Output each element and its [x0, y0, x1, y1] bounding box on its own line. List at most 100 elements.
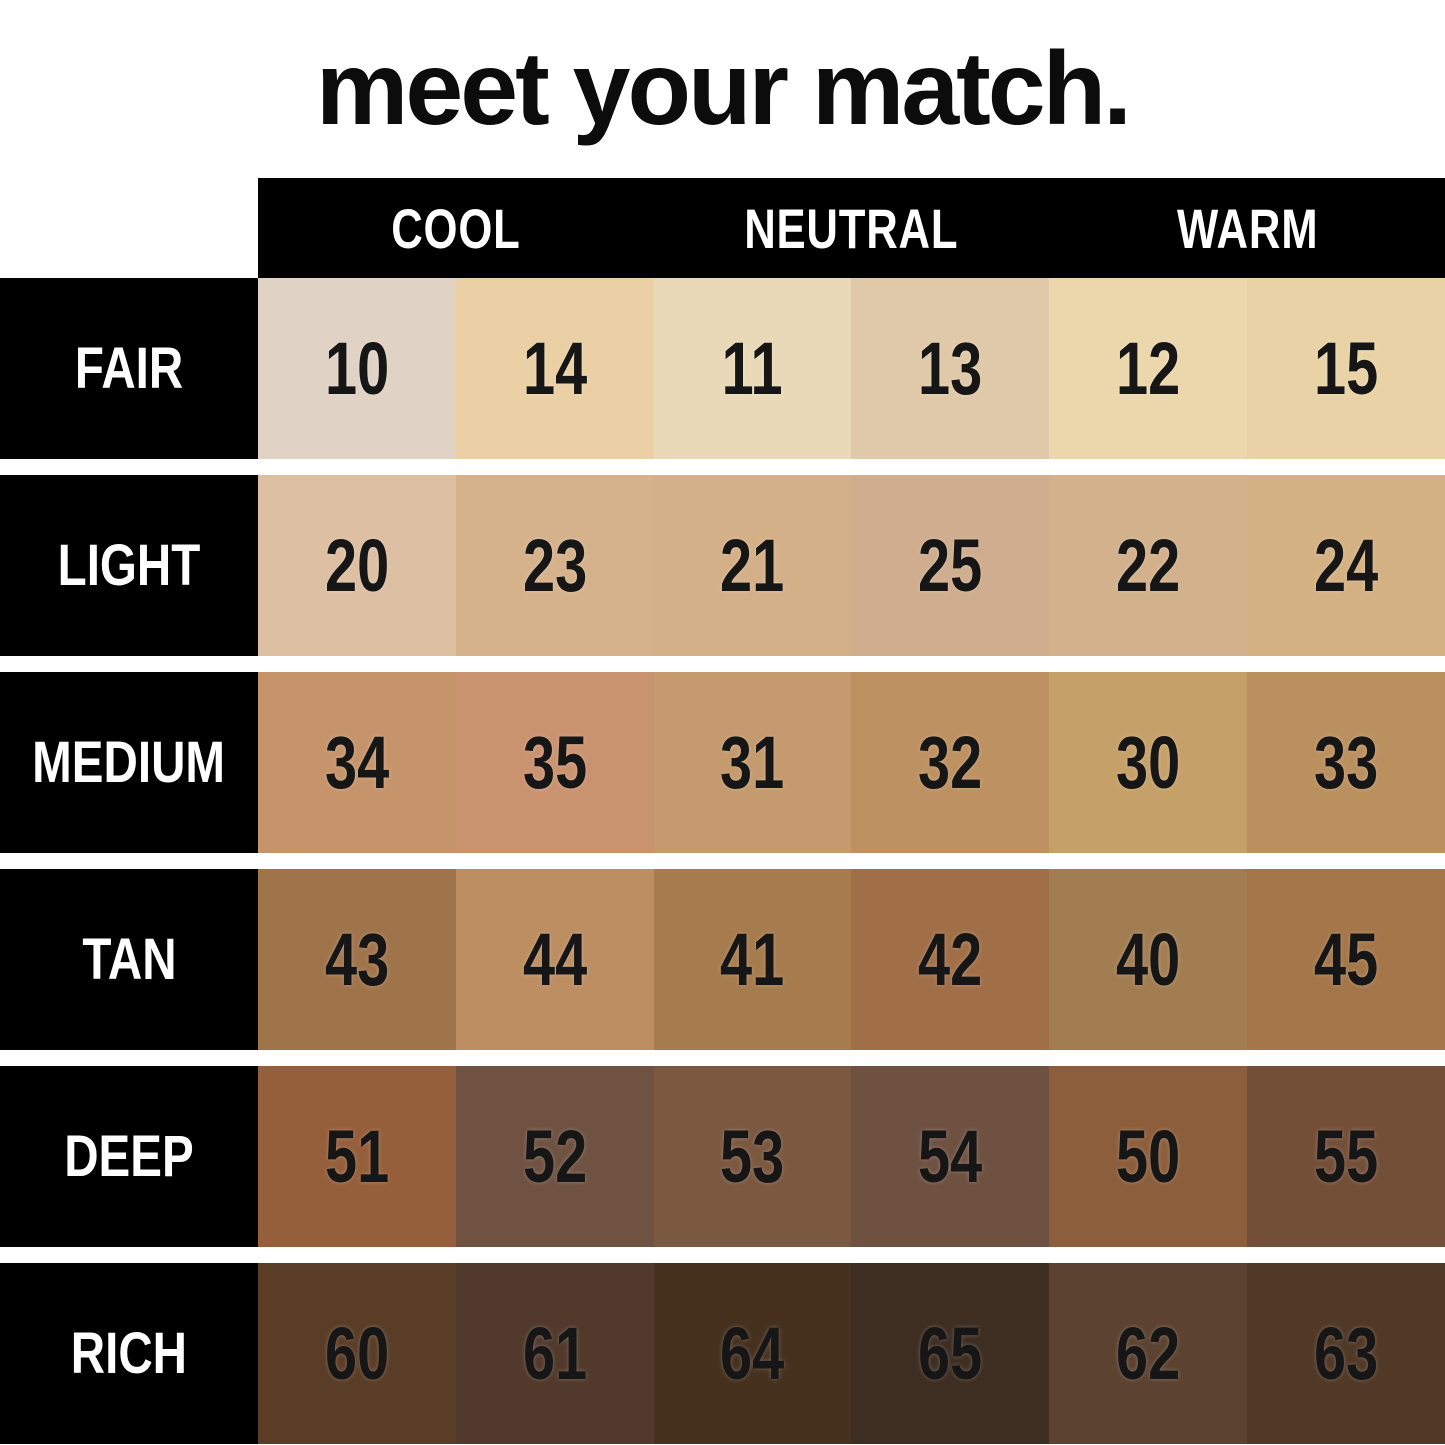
shade-swatch-62: 62 — [1049, 1263, 1248, 1444]
shade-swatch-31: 31 — [653, 672, 852, 853]
shade-swatch-63: 63 — [1247, 1263, 1445, 1444]
shade-number: 23 — [522, 524, 587, 607]
shade-number: 11 — [722, 327, 784, 410]
shade-number: 51 — [324, 1115, 390, 1198]
table-row: LIGHT 20 23 21 25 22 24 — [0, 475, 1445, 656]
shade-number: 32 — [918, 721, 983, 804]
shade-number: 20 — [324, 524, 390, 607]
shade-swatch-55: 55 — [1247, 1066, 1445, 1247]
shade-swatch-53: 53 — [653, 1066, 852, 1247]
temperature-header-bar: COOL NEUTRAL WARM — [258, 178, 1445, 278]
shade-swatch-54: 54 — [851, 1066, 1050, 1247]
shade-number: 53 — [720, 1115, 785, 1198]
row-label-text: LIGHT — [57, 533, 201, 598]
shade-swatch-41: 41 — [653, 869, 852, 1050]
shade-number: 60 — [324, 1312, 390, 1395]
shade-number: 41 — [720, 918, 785, 1001]
title-area: meet your match. — [0, 0, 1445, 178]
table-row: TAN 43 44 41 42 40 45 — [0, 869, 1445, 1050]
shade-swatch-22: 22 — [1049, 475, 1248, 656]
header-spacer — [0, 178, 258, 278]
row-label-light: LIGHT — [0, 475, 258, 656]
shade-number: 62 — [1116, 1312, 1181, 1395]
temperature-header-neutral: NEUTRAL — [654, 196, 1050, 261]
row-label-text: TAN — [81, 927, 177, 992]
shade-number: 42 — [918, 918, 983, 1001]
shade-number: 35 — [522, 721, 587, 804]
row-label-text: FAIR — [74, 336, 184, 401]
shade-number: 15 — [1313, 327, 1379, 410]
shade-number: 43 — [324, 918, 390, 1001]
shade-swatch-61: 61 — [455, 1263, 654, 1444]
row-label-fair: FAIR — [0, 278, 258, 459]
row-label-deep: DEEP — [0, 1066, 258, 1247]
shade-swatch-32: 32 — [851, 672, 1050, 853]
shade-number: 25 — [918, 524, 983, 607]
shade-number: 40 — [1116, 918, 1181, 1001]
row-label-rich: RICH — [0, 1263, 258, 1444]
shade-number: 44 — [522, 918, 587, 1001]
shade-swatch-21: 21 — [653, 475, 852, 656]
shade-swatch-20: 20 — [258, 475, 456, 656]
shade-swatch-65: 65 — [851, 1263, 1050, 1444]
shade-swatch-11: 11 — [653, 278, 852, 459]
shade-number: 55 — [1313, 1115, 1379, 1198]
shade-swatch-50: 50 — [1049, 1066, 1248, 1247]
row-label-text: RICH — [70, 1321, 188, 1386]
shade-swatch-33: 33 — [1247, 672, 1445, 853]
shade-number: 14 — [522, 327, 587, 410]
shade-number: 50 — [1116, 1115, 1181, 1198]
table-row: MEDIUM 34 35 31 32 30 33 — [0, 672, 1445, 853]
shade-swatch-24: 24 — [1247, 475, 1445, 656]
shade-number: 45 — [1313, 918, 1379, 1001]
shade-number: 10 — [324, 327, 390, 410]
shade-swatch-45: 45 — [1247, 869, 1445, 1050]
shade-number: 31 — [720, 721, 785, 804]
shade-swatch-52: 52 — [455, 1066, 654, 1247]
shade-swatch-23: 23 — [455, 475, 654, 656]
shade-table: COOL NEUTRAL WARM FAIR 10 14 11 13 12 15 LIGHT 2… — [0, 178, 1445, 1444]
shade-swatch-60: 60 — [258, 1263, 456, 1444]
shade-swatch-15: 15 — [1247, 278, 1445, 459]
shade-swatch-25: 25 — [851, 475, 1050, 656]
shade-swatch-14: 14 — [455, 278, 654, 459]
shade-number: 33 — [1313, 721, 1379, 804]
temperature-label: WARM — [1176, 196, 1318, 260]
shade-swatch-34: 34 — [258, 672, 456, 853]
shade-swatch-12: 12 — [1049, 278, 1248, 459]
shade-swatch-40: 40 — [1049, 869, 1248, 1050]
shade-swatch-42: 42 — [851, 869, 1050, 1050]
row-label-tan: TAN — [0, 869, 258, 1050]
shade-swatch-30: 30 — [1049, 672, 1248, 853]
shade-number: 65 — [918, 1312, 983, 1395]
row-label-medium: MEDIUM — [0, 672, 258, 853]
shade-number: 24 — [1313, 524, 1379, 607]
shade-swatch-43: 43 — [258, 869, 456, 1050]
shade-swatch-44: 44 — [455, 869, 654, 1050]
shade-rows: FAIR 10 14 11 13 12 15 LIGHT 20 23 21 25 22 24 MEDIUM 3… — [0, 278, 1445, 1444]
shade-number: 13 — [918, 327, 983, 410]
table-row: DEEP 51 52 53 54 50 55 — [0, 1066, 1445, 1247]
shade-number: 12 — [1116, 327, 1181, 410]
shade-swatch-64: 64 — [653, 1263, 852, 1444]
temperature-label: NEUTRAL — [744, 196, 959, 260]
shade-number: 63 — [1313, 1312, 1379, 1395]
shade-swatch-13: 13 — [851, 278, 1050, 459]
shade-number: 21 — [720, 524, 785, 607]
temperature-label: COOL — [391, 196, 521, 260]
row-label-text: DEEP — [64, 1124, 194, 1189]
temperature-header-row: COOL NEUTRAL WARM — [0, 178, 1445, 278]
shade-swatch-51: 51 — [258, 1066, 456, 1247]
temperature-header-warm: WARM — [1049, 196, 1445, 261]
table-row: FAIR 10 14 11 13 12 15 — [0, 278, 1445, 459]
shade-number: 64 — [720, 1312, 785, 1395]
shade-number: 61 — [522, 1312, 587, 1395]
shade-swatch-35: 35 — [455, 672, 654, 853]
shade-swatch-10: 10 — [258, 278, 456, 459]
shade-number: 54 — [918, 1115, 983, 1198]
row-label-text: MEDIUM — [32, 730, 226, 795]
shade-number: 22 — [1116, 524, 1181, 607]
page-title: meet your match. — [315, 30, 1132, 147]
shade-number: 30 — [1116, 721, 1181, 804]
